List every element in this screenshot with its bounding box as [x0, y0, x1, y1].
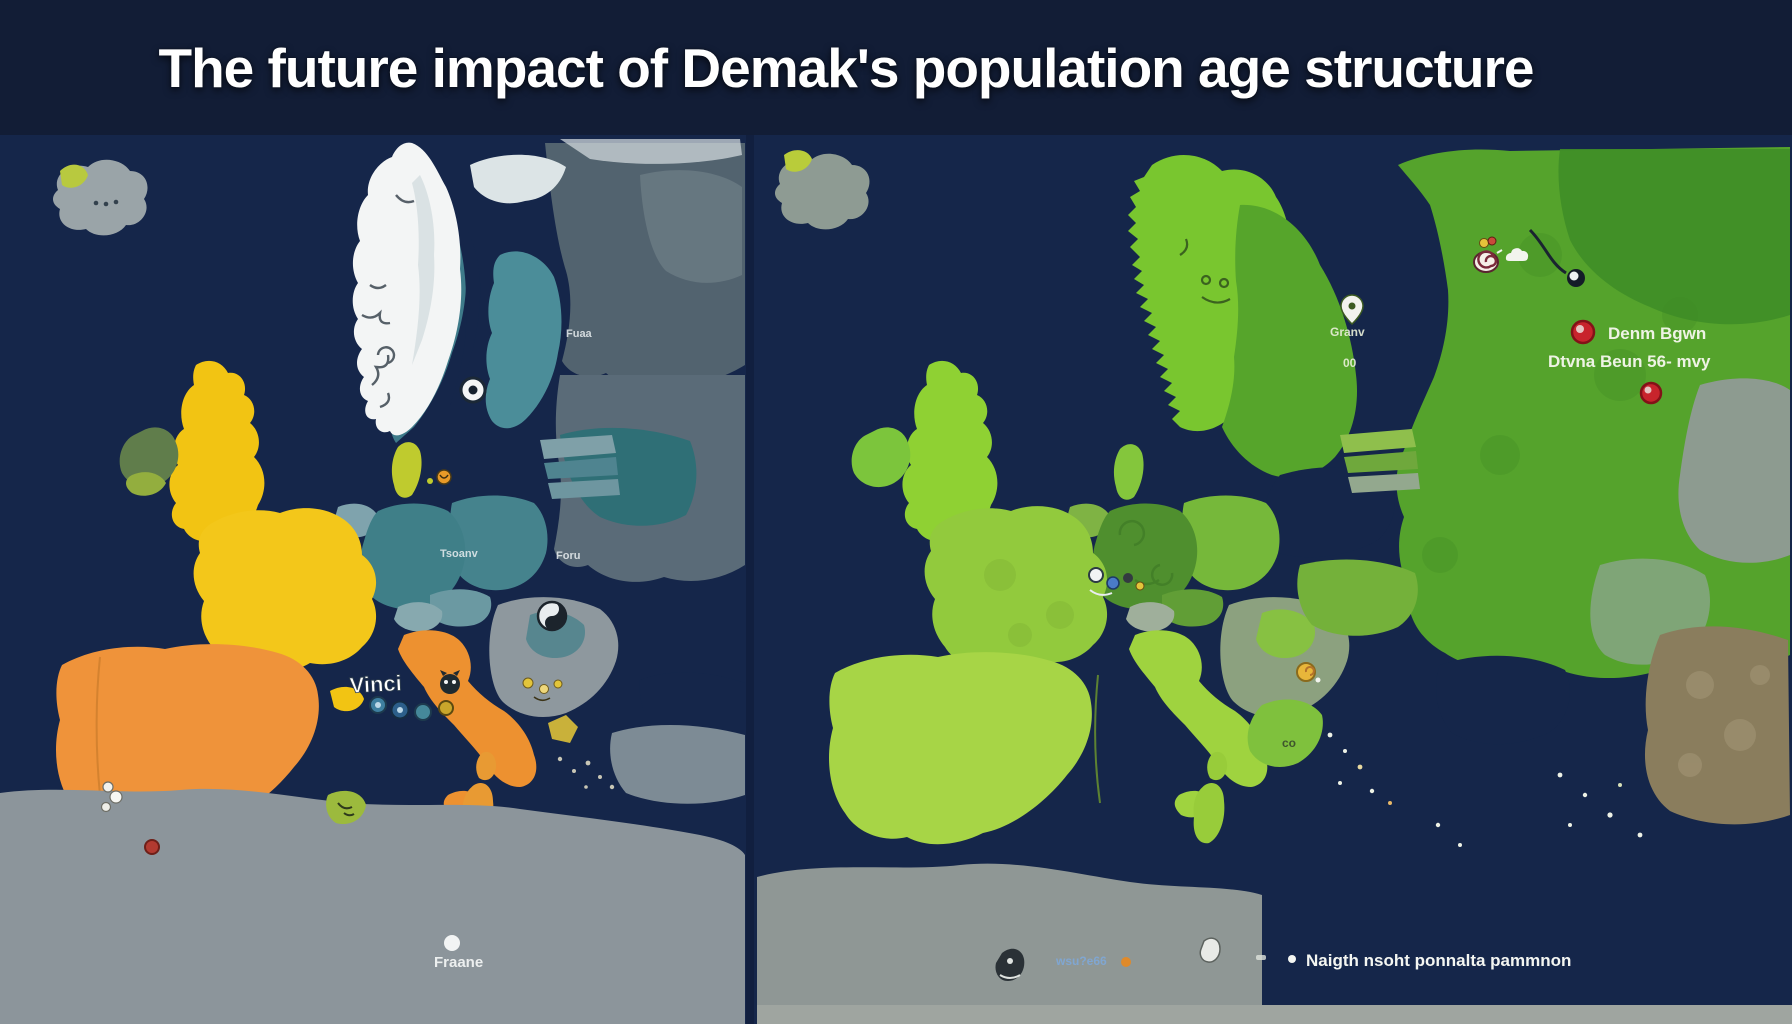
left-map-turkey — [610, 724, 745, 804]
left-map-ireland-south — [126, 472, 166, 496]
caption-bullet-icon — [1288, 955, 1296, 963]
caption-tick — [1256, 955, 1266, 960]
red-marker-icon — [1570, 319, 1596, 345]
poi-connector-line — [1528, 228, 1567, 275]
title-bar: The future impact of Demak's population … — [0, 0, 1792, 135]
right-map-sweden — [1222, 204, 1358, 478]
left-map-denmark-isle — [427, 478, 433, 484]
smiley-doodle-icon — [1179, 238, 1231, 304]
left-map-africa — [0, 788, 745, 1024]
right-map-portugal-border — [1094, 674, 1101, 804]
left-map-norway-squiggles — [361, 194, 415, 409]
left-label-finland: Fuaa — [566, 328, 593, 340]
red-marker-icon-2 — [1639, 381, 1663, 405]
left-map-lapland — [470, 154, 566, 204]
right-label-station-number: 00 — [1343, 356, 1357, 370]
rosette-icons — [369, 696, 454, 721]
left-map-baltics — [540, 435, 620, 499]
poi-dot-icon — [1567, 269, 1585, 287]
right-map-anatolia-brown — [1644, 626, 1790, 825]
snail-spiral-icon — [1473, 250, 1499, 273]
right-map-africa — [757, 863, 1262, 1024]
page-title: The future impact of Demak's population … — [158, 36, 1534, 99]
right-map-bottom-band — [757, 1005, 1792, 1024]
left-map-norway-shading — [412, 175, 435, 365]
africa-glyph-icon — [995, 948, 1025, 981]
africa-gray-glyph-icon — [1199, 937, 1221, 963]
europe-maps-svg: Fuaa Tsoanv Foru Vinci Fraane — [0, 135, 1792, 1024]
cloud-icon — [1496, 248, 1529, 261]
right-map-russia-gray-patch — [1678, 378, 1790, 563]
left-map-arctic-cap — [560, 139, 742, 164]
right-map-black-sea — [1436, 655, 1570, 745]
alps-doodle-icons — [1088, 567, 1145, 596]
right-map-germany-swirls — [1118, 519, 1174, 586]
right-map-iceland-splash — [784, 150, 812, 172]
location-pin-icon — [1340, 294, 1364, 326]
left-label-germany: Tsoanv — [440, 548, 479, 560]
cat-doodle-icon — [440, 670, 460, 694]
right-label-africa-code: wsu?e66 — [1055, 954, 1107, 968]
left-map-gulf-bothnia — [448, 205, 481, 405]
right-label-balkan: co — [1282, 736, 1296, 750]
map-panels: Fuaa Tsoanv Foru Vinci Fraane — [0, 135, 1792, 1024]
left-label-france: Vinci — [349, 670, 402, 698]
yin-yang-icon — [536, 600, 568, 632]
africa-orange-dot-icon — [1121, 957, 1131, 967]
right-map-greece — [1247, 699, 1323, 767]
right-map-france-texture — [984, 559, 1074, 647]
left-map-africa-patch-marks — [337, 802, 355, 817]
left-map-greece-cluster — [522, 677, 563, 702]
left-label-coast: Fraane — [434, 954, 483, 971]
map-seam-divider — [746, 135, 754, 1024]
left-map-finland — [485, 251, 562, 429]
left-label-poland: Foru — [556, 550, 580, 562]
right-annotation-line2: Dtvna Beun 56- mvy — [1548, 352, 1711, 371]
left-map-norway — [352, 142, 462, 436]
right-map: Denm Bgwn Dtvna Beun 56- mvy Granv 00 — [757, 147, 1792, 1024]
left-map-iceland-marks — [93, 199, 119, 207]
right-map-anatolia-mottle — [1678, 665, 1770, 777]
right-label-station: Granv — [1330, 325, 1365, 339]
left-map-iceland-splash — [60, 164, 88, 188]
right-annotation-line1: Denm Bgwn — [1608, 324, 1706, 343]
left-map-aegean-specks — [557, 756, 615, 790]
left-map-russia-light-patch — [640, 170, 742, 283]
africa-red-dot-icon — [144, 839, 160, 855]
portugal-cluster-icon — [100, 781, 123, 813]
left-map-portugal-border — [95, 656, 101, 796]
right-map-balkans-green — [1256, 609, 1316, 659]
right-map-caption: Naigth nsoht ponnalta pammnon — [1306, 951, 1571, 970]
left-map-balearics — [330, 686, 364, 712]
bullseye-icon — [459, 376, 487, 404]
right-map-baltics — [1340, 429, 1420, 493]
ladybug-icon — [1479, 236, 1497, 248]
right-map-russia-texture — [1422, 233, 1698, 573]
balkan-rosette-icon — [1296, 662, 1321, 683]
left-map-greece — [548, 715, 578, 743]
coast-label-blob — [444, 935, 460, 951]
right-map-russia-dark — [1558, 149, 1790, 325]
left-map: Fuaa Tsoanv Foru Vinci Fraane — [0, 139, 745, 1024]
denmark-glyph-icon — [436, 469, 452, 485]
right-map-aegean-specks — [1327, 732, 1643, 847]
right-map-romania — [1297, 559, 1418, 636]
